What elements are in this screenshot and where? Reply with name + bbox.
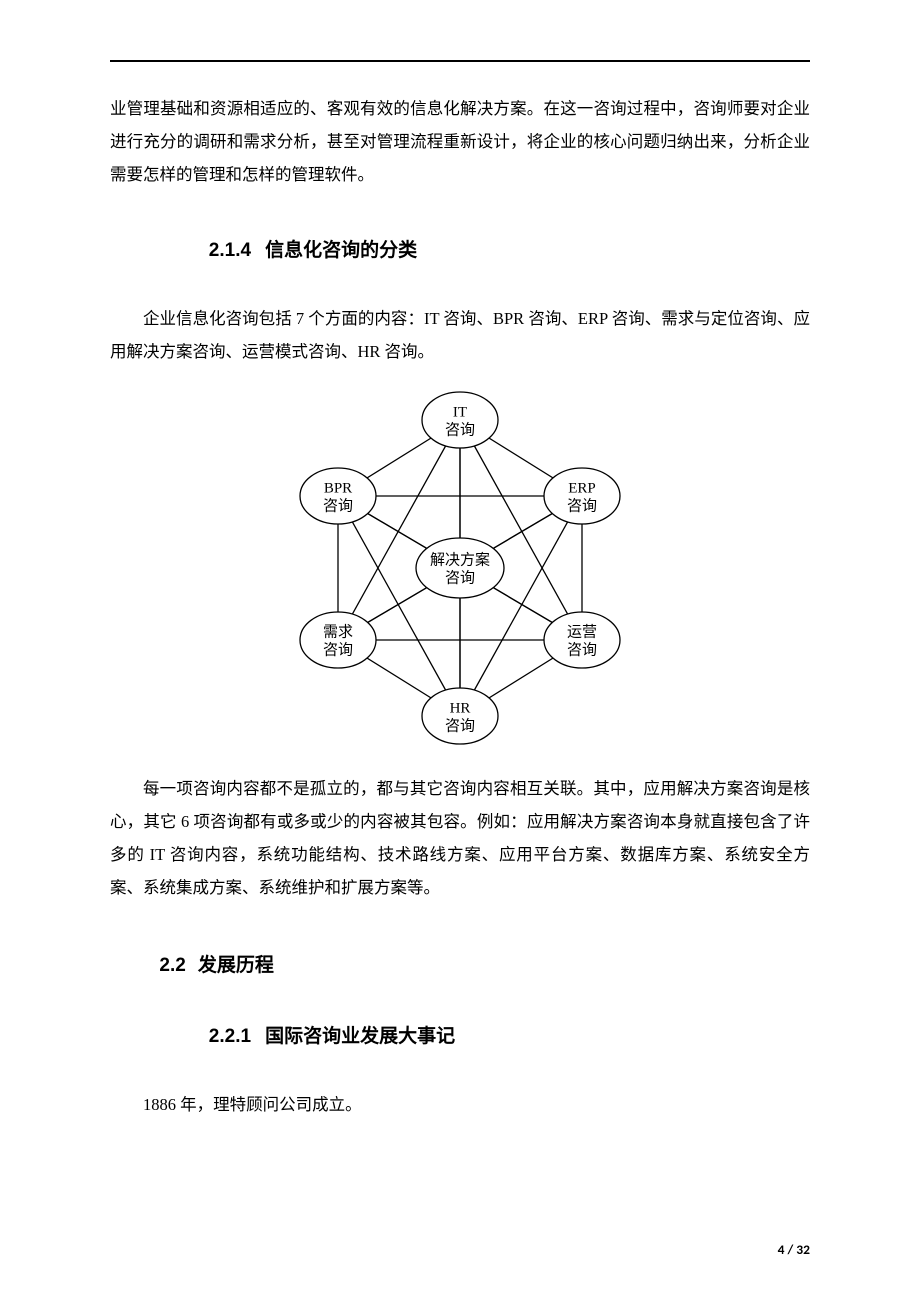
svg-text:运营: 运营 [567,623,597,640]
svg-text:咨询: 咨询 [445,421,475,438]
node-yunying: 运营咨询 [544,612,620,668]
node-bpr: BPR咨询 [300,468,376,524]
svg-text:咨询: 咨询 [567,497,597,514]
node-it: IT咨询 [422,392,498,448]
heading-number: 2.1.4 [209,240,251,261]
intro-paragraph: 业管理基础和资源相适应的、客观有效的信息化解决方案。在这一咨询过程中，咨询师要对… [110,92,810,191]
svg-text:ERP: ERP [568,480,596,496]
svg-text:咨询: 咨询 [323,497,353,514]
svg-text:HR: HR [450,700,471,716]
heading-number: 2.2.1 [209,1026,251,1047]
document-page: 业管理基础和资源相适应的、客观有效的信息化解决方案。在这一咨询过程中，咨询师要对… [0,0,920,1302]
svg-text:咨询: 咨询 [445,569,475,586]
svg-text:咨询: 咨询 [567,641,597,658]
heading-title: 发展历程 [198,955,274,976]
svg-text:BPR: BPR [324,480,352,496]
svg-text:咨询: 咨询 [323,641,353,658]
network-svg: 解决方案咨询IT咨询ERP咨询运营咨询HR咨询需求咨询BPR咨询 [280,378,640,758]
node-erp: ERP咨询 [544,468,620,524]
heading-number: 2.2 [159,955,185,976]
top-rule [110,60,810,62]
svg-text:解决方案: 解决方案 [430,550,490,568]
paragraph-2-2-1-1: 1886 年，理特顾问公司成立。 [110,1088,810,1121]
heading-2-2-1: 2.2.1 国际咨询业发展大事记 [110,1021,810,1048]
node-xuqiu: 需求咨询 [300,612,376,668]
heading-2-1-4: 2.1.4 信息化咨询的分类 [110,235,810,262]
paragraph-2-1-4-after: 每一项咨询内容都不是孤立的，都与其它咨询内容相互关联。其中，应用解决方案咨询是核… [110,772,810,904]
svg-text:IT: IT [453,404,467,420]
heading-2-2: 2.2 发展历程 [110,950,810,977]
svg-text:咨询: 咨询 [445,717,475,734]
heading-title: 信息化咨询的分类 [265,240,417,261]
svg-text:需求: 需求 [323,623,353,640]
paragraph-2-1-4-intro: 企业信息化咨询包括 7 个方面的内容：IT 咨询、BPR 咨询、ERP 咨询、需… [110,302,810,368]
heading-title: 国际咨询业发展大事记 [265,1026,455,1047]
consulting-network-diagram: 解决方案咨询IT咨询ERP咨询运营咨询HR咨询需求咨询BPR咨询 [110,378,810,758]
node-hr: HR咨询 [422,688,498,744]
page-number: 4 / 32 [778,1241,810,1258]
node-center: 解决方案咨询 [416,538,504,598]
